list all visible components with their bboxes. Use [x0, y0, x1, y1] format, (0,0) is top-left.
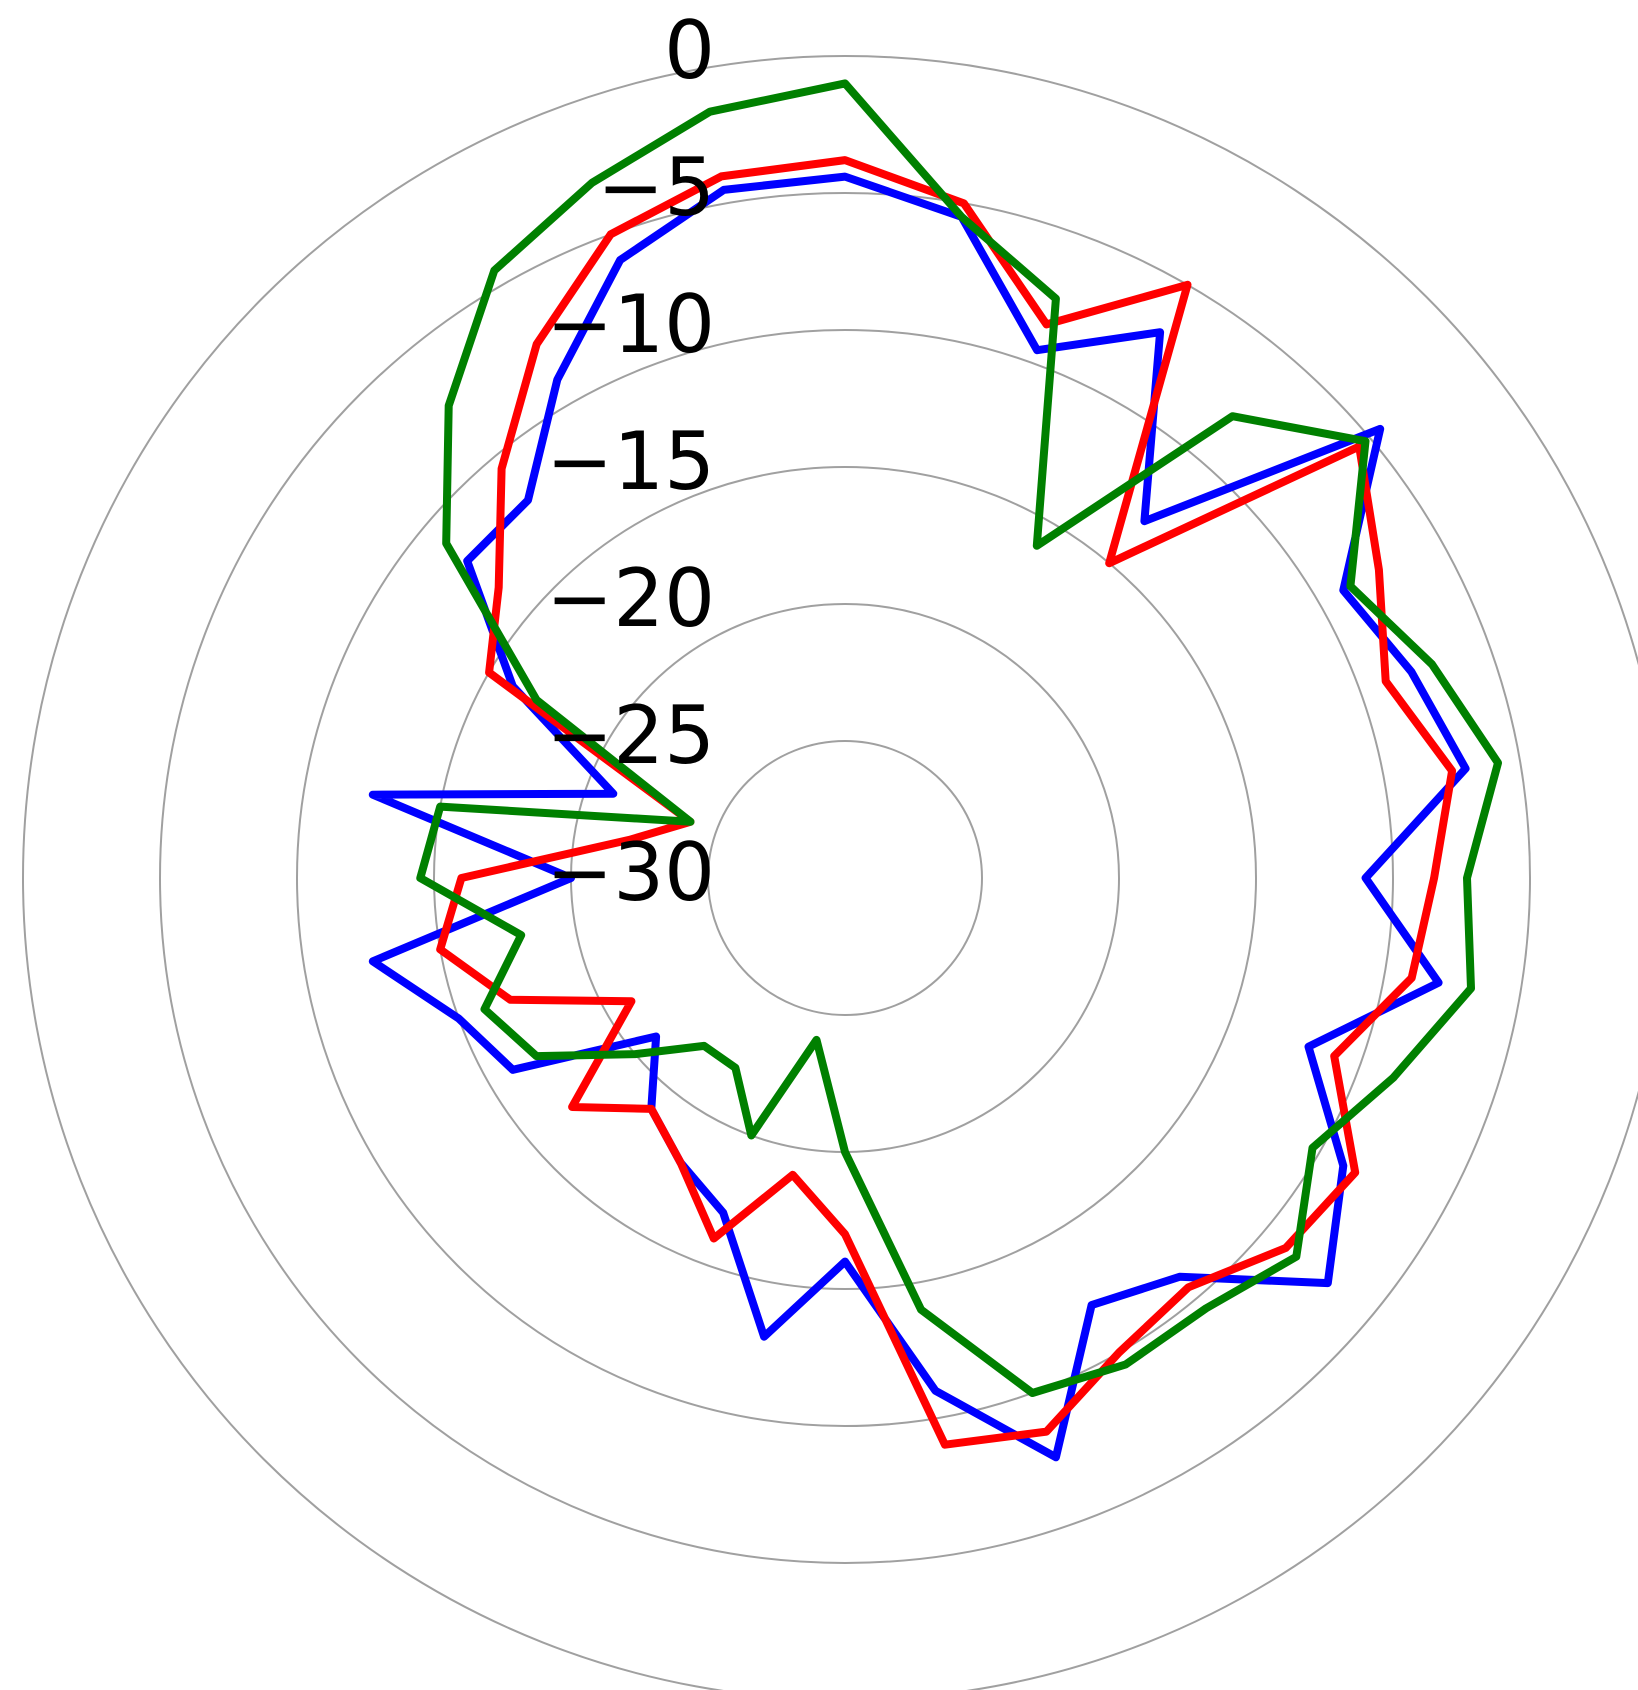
grid-ring	[433, 466, 1257, 1290]
grid-ring	[22, 55, 1638, 1690]
grid-ring	[296, 329, 1394, 1427]
grid-ring	[707, 740, 983, 1016]
pattern-line	[436, 156, 1457, 1449]
pattern-line	[416, 79, 1502, 1397]
r-tick-label: 0	[664, 4, 715, 97]
r-tick-label: −10	[546, 278, 715, 371]
r-tick-label: −30	[546, 826, 715, 919]
r-tick-label: −15	[546, 415, 715, 508]
r-tick-label: −20	[546, 552, 715, 645]
grid-ring	[159, 192, 1531, 1564]
r-tick-label: −25	[546, 689, 715, 782]
r-tick-label: −5	[597, 141, 715, 234]
